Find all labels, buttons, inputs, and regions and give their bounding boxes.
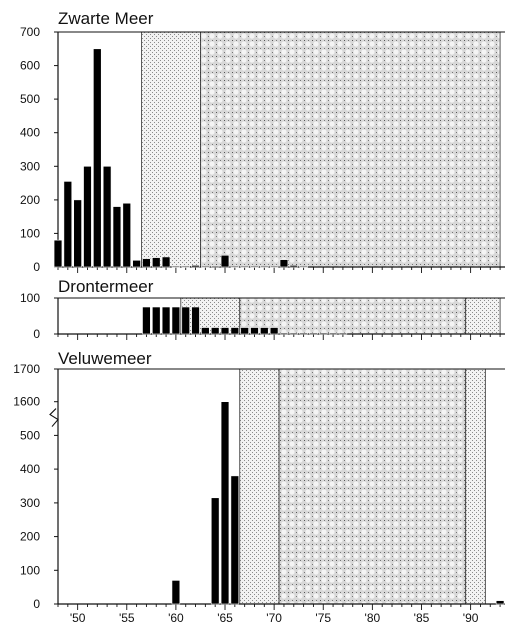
x-tick-label: '50 bbox=[70, 611, 86, 622]
bar bbox=[122, 202, 131, 268]
bar bbox=[83, 165, 92, 268]
bar bbox=[299, 266, 308, 268]
bar bbox=[220, 327, 230, 335]
shaded-period-0 bbox=[141, 31, 201, 268]
panel-veluwemeer: Veluwemeer 0 100 200 300 400 500 1600 1700 '50 '5… bbox=[13, 349, 505, 622]
bar bbox=[240, 266, 249, 268]
x-tick-label: '70 bbox=[266, 611, 282, 622]
bar bbox=[181, 306, 190, 335]
y-tick-label: 0 bbox=[33, 260, 40, 274]
x-tick-label: '75 bbox=[315, 611, 331, 622]
y-tick-label: 500 bbox=[20, 428, 40, 442]
bar bbox=[152, 306, 161, 335]
bar bbox=[112, 206, 122, 268]
panel-drontermeer: Drontermeer 0 100 bbox=[20, 277, 505, 341]
bar bbox=[230, 475, 240, 605]
shaded-period-0 bbox=[239, 368, 280, 605]
bar bbox=[191, 306, 200, 335]
axis-break-mark bbox=[49, 408, 59, 427]
bar bbox=[132, 259, 141, 268]
panel-title-veluwemeer: Veluwemeer bbox=[58, 349, 152, 368]
bar bbox=[181, 266, 190, 268]
y-tick-label: 1600 bbox=[13, 395, 40, 409]
panel-title-drontermeer: Drontermeer bbox=[58, 277, 154, 296]
y-tick-label: 200 bbox=[20, 193, 40, 207]
bar bbox=[289, 265, 299, 268]
bar bbox=[338, 332, 348, 335]
bar bbox=[495, 600, 505, 605]
bar bbox=[240, 327, 249, 335]
bar bbox=[63, 181, 73, 268]
bar bbox=[210, 265, 220, 268]
bar bbox=[269, 327, 279, 335]
bar bbox=[152, 257, 161, 268]
bar bbox=[102, 165, 112, 268]
y-tick-label: 0 bbox=[33, 597, 40, 611]
y-tick-label: 200 bbox=[20, 530, 40, 544]
panel-title-zwarte-meer: Zwarte Meer bbox=[58, 9, 154, 28]
y-tick-label: 500 bbox=[20, 92, 40, 106]
bar bbox=[309, 332, 318, 335]
bar bbox=[171, 580, 181, 605]
x-tick-label: '65 bbox=[217, 611, 233, 622]
bar bbox=[230, 327, 240, 335]
bar bbox=[171, 306, 181, 335]
bar bbox=[161, 306, 171, 335]
bar bbox=[142, 306, 151, 335]
panel-zwarte-meer: Zwarte Meer 0 100 200 300 400 500 600 700 bbox=[20, 9, 505, 274]
y-tick-label: 300 bbox=[20, 496, 40, 510]
bar bbox=[260, 266, 269, 268]
bar bbox=[191, 265, 200, 268]
x-tick-label: '85 bbox=[414, 611, 430, 622]
y-tick-label: 100 bbox=[20, 226, 40, 240]
bar bbox=[93, 48, 102, 268]
bar bbox=[279, 332, 289, 335]
shaded-period-1 bbox=[200, 31, 501, 268]
bar bbox=[220, 401, 230, 605]
bar bbox=[73, 199, 82, 268]
bar bbox=[328, 332, 338, 335]
bar bbox=[269, 266, 279, 268]
y-tick-label: 0 bbox=[33, 327, 40, 341]
y-tick-label: 600 bbox=[20, 59, 40, 73]
y-tick-label: 100 bbox=[20, 563, 40, 577]
bar bbox=[210, 497, 220, 605]
x-tick-label: '90 bbox=[463, 611, 479, 622]
bar bbox=[299, 332, 308, 335]
bar bbox=[260, 327, 269, 335]
bar bbox=[53, 239, 63, 268]
bar bbox=[142, 258, 151, 268]
y-tick-label: 400 bbox=[20, 126, 40, 140]
y-tick-label: 700 bbox=[20, 25, 40, 39]
shaded-period-0 bbox=[180, 297, 241, 335]
bar bbox=[201, 266, 210, 268]
x-tick-label: '55 bbox=[119, 611, 135, 622]
x-tick-label: '80 bbox=[365, 611, 381, 622]
bar bbox=[230, 266, 240, 268]
shaded-period-1 bbox=[278, 368, 467, 605]
shaded-period-2 bbox=[465, 297, 501, 335]
x-tick-label: '60 bbox=[168, 611, 184, 622]
y-tick-label: 100 bbox=[20, 291, 40, 305]
shaded-period-2 bbox=[465, 368, 486, 605]
bar bbox=[171, 266, 181, 268]
bar bbox=[289, 332, 299, 335]
bar bbox=[250, 327, 259, 335]
bar bbox=[220, 254, 230, 268]
bar bbox=[279, 259, 289, 268]
bar bbox=[201, 327, 210, 335]
bar bbox=[319, 332, 328, 335]
bar bbox=[250, 266, 259, 268]
bar bbox=[161, 256, 171, 268]
y-tick-label: 300 bbox=[20, 159, 40, 173]
y-tick-label: 1700 bbox=[13, 362, 40, 376]
bar bbox=[210, 327, 220, 335]
y-tick-label: 400 bbox=[20, 462, 40, 476]
